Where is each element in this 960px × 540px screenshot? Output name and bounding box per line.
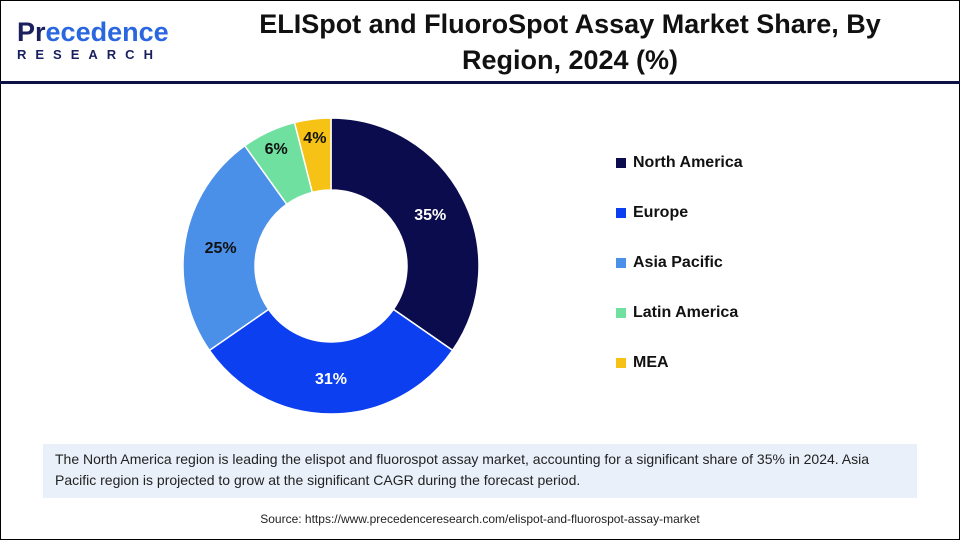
- legend-label: Latin America: [633, 303, 739, 321]
- data-label: 25%: [205, 240, 237, 257]
- slice-north-america: [330, 117, 480, 352]
- legend: North America Europe Asia Pacific Latin Ame…: [616, 150, 743, 400]
- data-label: 6%: [265, 141, 288, 158]
- legend-swatch: [616, 307, 626, 318]
- legend-item: Latin America: [616, 300, 743, 325]
- legend-label: Europe: [633, 203, 689, 221]
- legend-swatch: [616, 257, 626, 268]
- chart-title: ELISpot and FluoroSpot Assay Market Shar…: [259, 9, 881, 75]
- legend-item: Asia Pacific: [616, 250, 743, 275]
- legend-item: Europe: [616, 200, 743, 225]
- legend-label: Asia Pacific: [633, 253, 723, 271]
- logo-text-b: ecedence: [45, 17, 169, 47]
- legend-label: North America: [633, 153, 743, 171]
- logo: Precedence RESEARCH: [17, 18, 169, 62]
- legend-swatch: [616, 157, 626, 168]
- slice-europe: [208, 308, 454, 415]
- legend-item: MEA: [616, 350, 743, 375]
- slice-mea: [293, 117, 332, 194]
- legend-swatch: [616, 207, 626, 218]
- slice-asia-pacific: [182, 144, 288, 352]
- logo-text-a: Pr: [17, 17, 46, 47]
- data-label: 4%: [303, 130, 326, 147]
- header-divider: [0, 81, 960, 84]
- logo-subtext: RESEARCH: [17, 47, 162, 62]
- donut-chart: 35% 31% 25% 6% 4%: [182, 117, 480, 415]
- legend-swatch: [616, 357, 626, 368]
- caption: The North America region is leading the …: [43, 444, 917, 498]
- data-label: 31%: [315, 371, 347, 388]
- legend-item: North America: [616, 150, 743, 175]
- data-label: 35%: [414, 207, 446, 224]
- legend-label: MEA: [633, 353, 669, 371]
- source-text: Source: https://www.precedenceresearch.c…: [260, 512, 700, 526]
